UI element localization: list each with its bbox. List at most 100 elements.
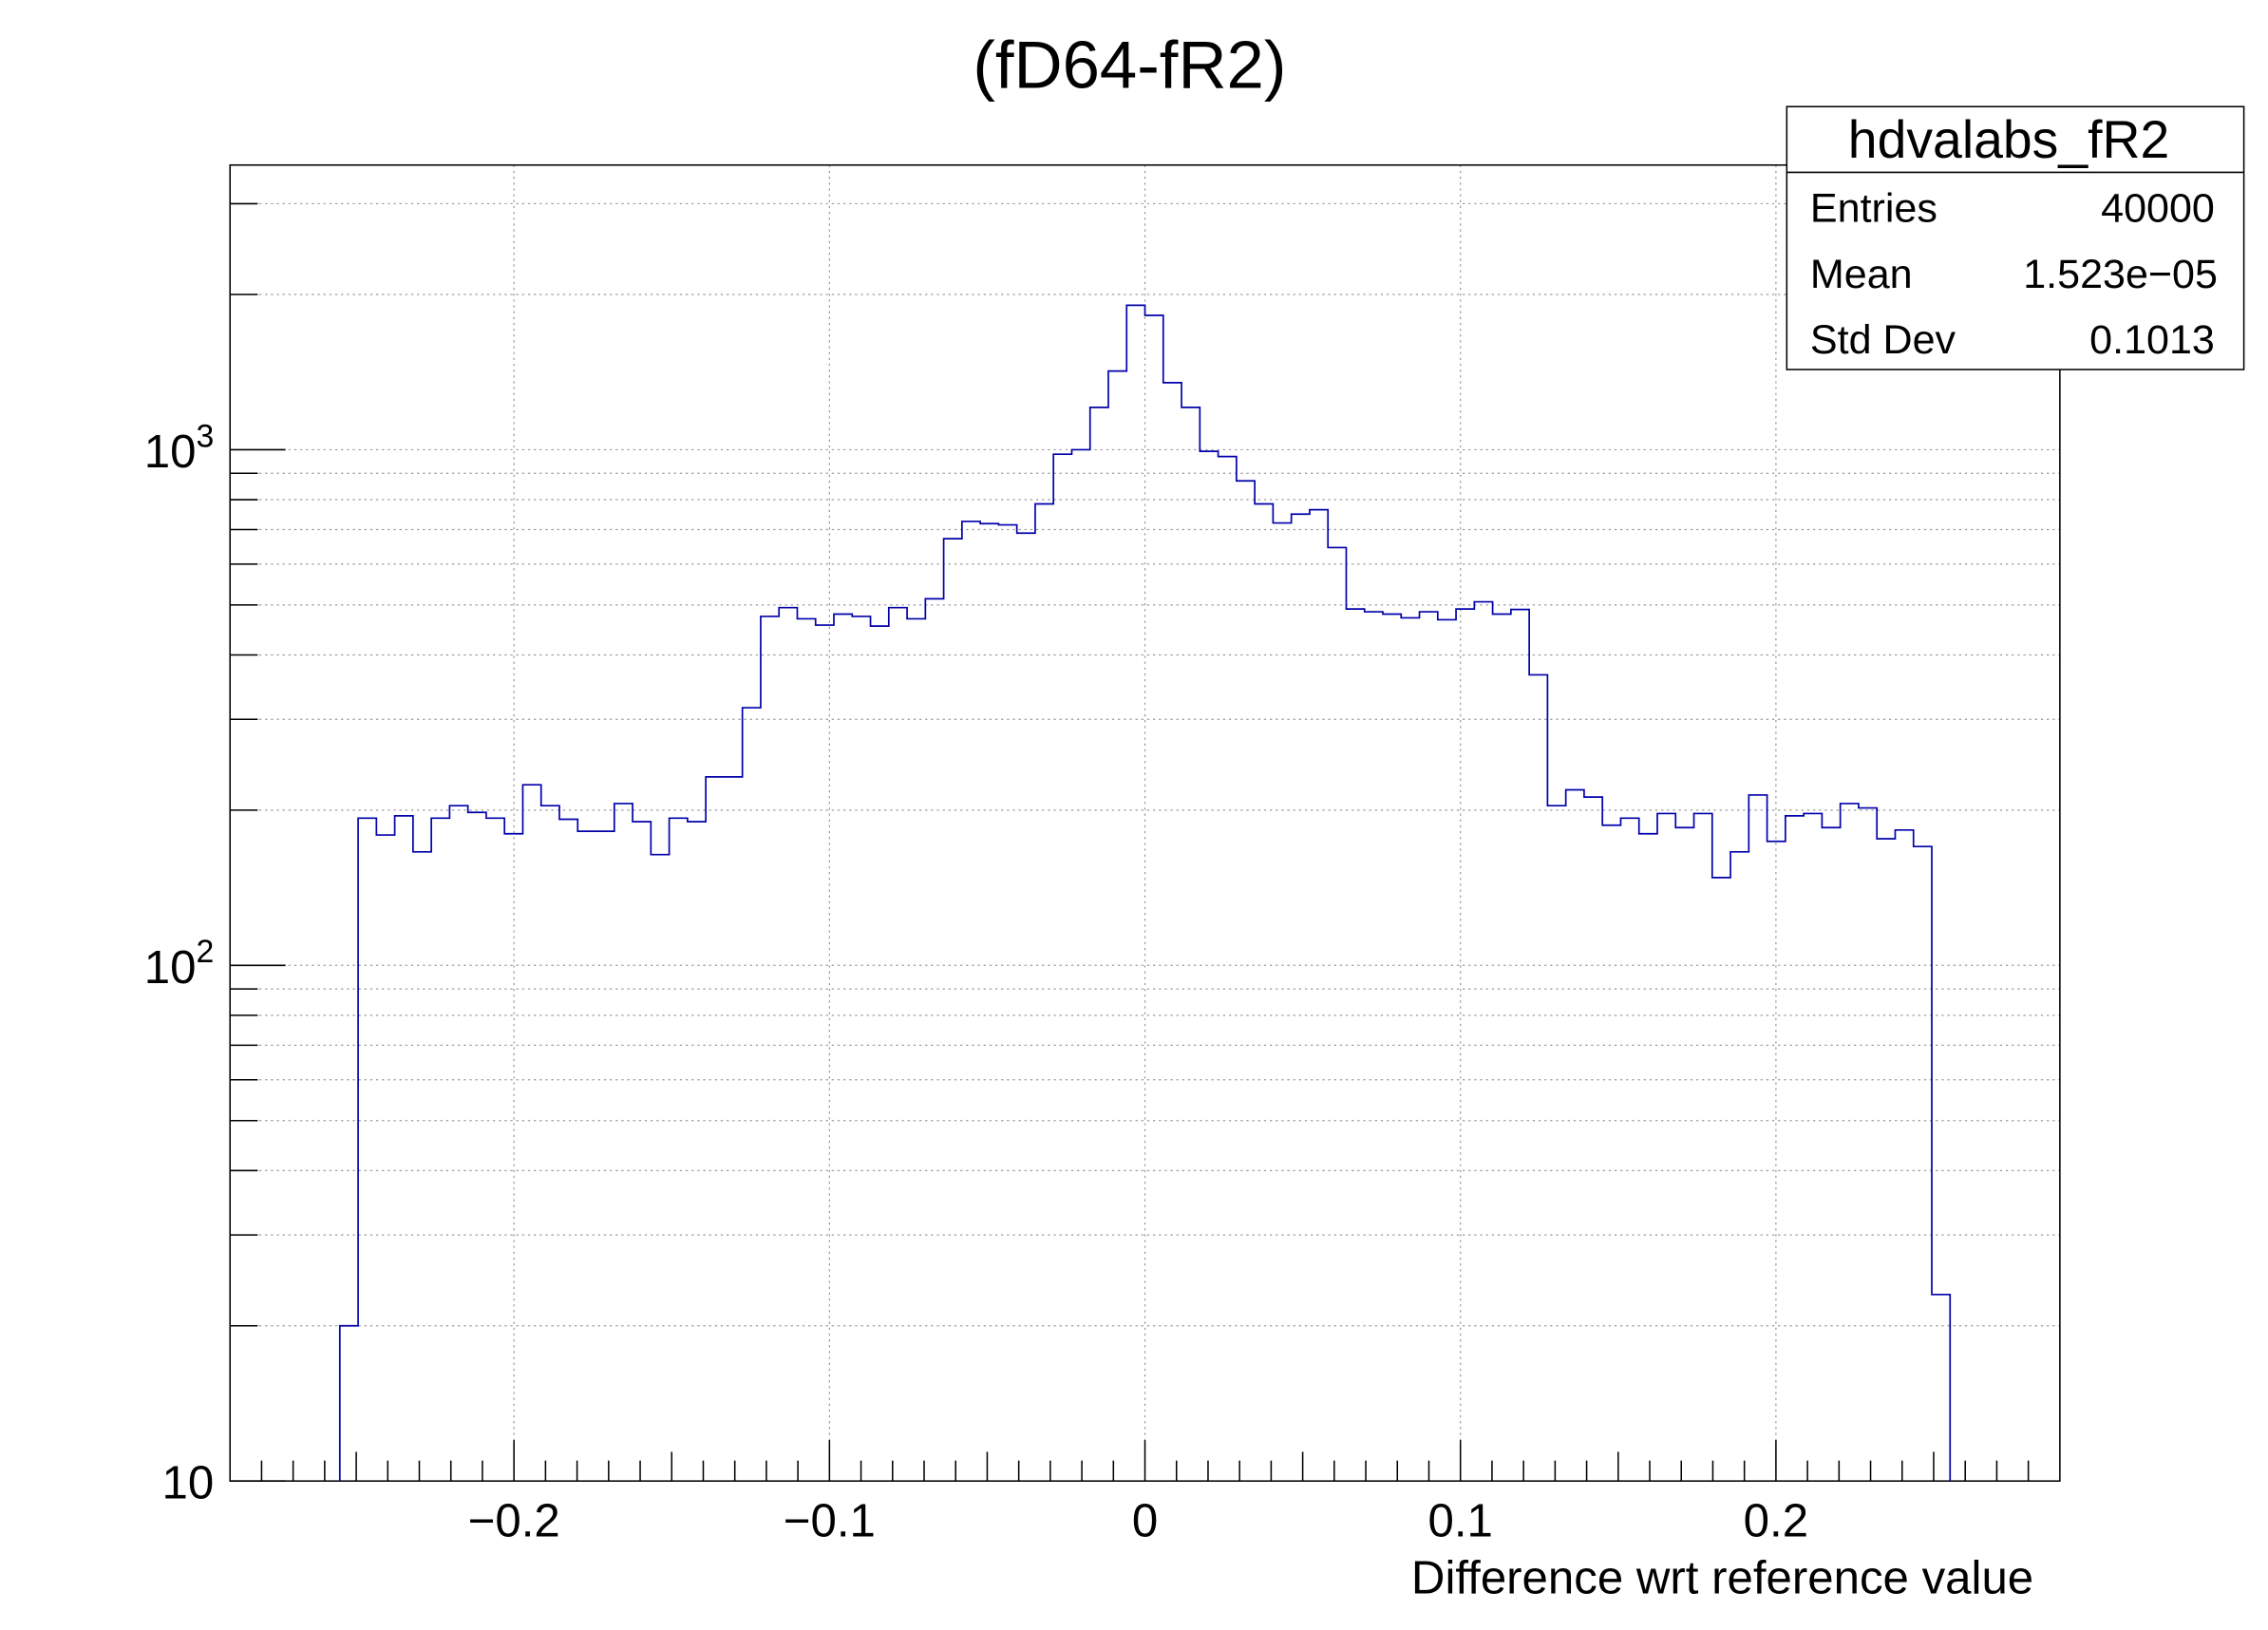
histogram-bin (1566, 789, 1584, 1481)
histogram-bin (1126, 305, 1144, 1481)
histogram-bin (1767, 842, 1786, 1481)
histogram-bin (1841, 804, 1859, 1481)
histogram-bin (1292, 514, 1310, 1481)
x-tick-label: −0.1 (784, 1495, 876, 1547)
chart-title: (fD64-fR2) (973, 27, 1286, 102)
tick-labels: −0.2 −0.1 0 0.1 0.2 10 102 103 (144, 418, 1808, 1546)
histogram-bin (1237, 481, 1255, 1481)
histogram-bin (577, 831, 595, 1481)
histogram-bin (1145, 315, 1163, 1481)
histogram-bin (395, 816, 413, 1481)
stats-label-mean: Mean (1810, 252, 1913, 297)
histogram-bin (1895, 830, 1913, 1481)
histogram-bin (1200, 451, 1218, 1481)
histogram-bin (1438, 619, 1456, 1481)
histogram-bin (449, 806, 467, 1481)
histogram-bin (431, 818, 449, 1481)
histogram-bin (541, 806, 559, 1481)
histogram-bin (907, 618, 925, 1481)
histogram-bin (1730, 852, 1748, 1481)
histogram-bin (1877, 839, 1895, 1481)
histogram-bin (944, 539, 962, 1481)
histogram-bin (1273, 523, 1291, 1482)
histogram-bin (633, 822, 651, 1481)
histogram-bin (852, 616, 870, 1481)
histogram-bin (1547, 806, 1565, 1481)
axis-ticks (230, 202, 2030, 1482)
histogram-bin (724, 777, 742, 1481)
histogram-bin (1346, 609, 1364, 1481)
histogram-bin (1090, 408, 1108, 1481)
histogram-bin (743, 708, 761, 1481)
histogram-bin (779, 608, 797, 1481)
histogram-bin (413, 852, 431, 1481)
x-tick-label: 0.1 (1428, 1495, 1493, 1547)
histogram-bin (1310, 510, 1328, 1482)
histogram-bin (358, 818, 376, 1481)
histogram-bin (1529, 674, 1547, 1481)
histogram-bin (1748, 795, 1767, 1481)
histogram-bin (1365, 612, 1383, 1481)
stats-label-entries: Entries (1810, 186, 1937, 232)
histogram-bin (962, 521, 980, 1481)
histogram-bin (1456, 609, 1474, 1481)
histogram-bin (1786, 816, 1804, 1481)
histogram-bin (1493, 614, 1511, 1481)
histogram-bin (340, 1326, 358, 1481)
histogram-bin (1163, 383, 1181, 1481)
histogram-bin (761, 616, 779, 1481)
x-tick-label: 0 (1132, 1495, 1158, 1547)
histogram-bin (706, 777, 724, 1481)
stats-value-stddev: 0.1013 (2089, 317, 2215, 363)
y-tick-label: 103 (144, 418, 215, 478)
stats-label-stddev: Std Dev (1810, 317, 1956, 363)
y-tick-label: 10 (162, 1457, 215, 1509)
histogram-bin (1914, 846, 1932, 1481)
histogram-bin (1620, 818, 1638, 1481)
histogram-bin (651, 855, 669, 1481)
histogram-bin (1053, 454, 1071, 1481)
histogram-bin (816, 625, 834, 1481)
histogram-bin (522, 785, 540, 1481)
histogram-bin (1859, 808, 1877, 1482)
histogram-line (338, 304, 1952, 1482)
histogram-bin (1017, 533, 1035, 1481)
histogram-bin (1804, 813, 1822, 1481)
histogram-bin (834, 614, 852, 1481)
histogram-bin (1932, 1295, 1950, 1481)
grid-lines (230, 164, 2060, 1482)
histogram-bin (1602, 825, 1620, 1481)
histogram-bin (688, 822, 706, 1481)
histogram-bin (1675, 827, 1693, 1481)
histogram-bin (1584, 797, 1602, 1481)
histogram-bin (486, 818, 504, 1481)
histogram-bin (889, 608, 907, 1481)
histogram-bin (998, 525, 1016, 1482)
histogram-bin (1694, 813, 1712, 1481)
histogram-bin (1219, 457, 1237, 1482)
histogram-bin (1108, 371, 1126, 1482)
histogram-bin (1328, 547, 1346, 1481)
histogram-bin (925, 598, 943, 1481)
histogram-bin (504, 834, 522, 1481)
histogram-bin (596, 831, 614, 1481)
histogram-bin (1181, 408, 1200, 1481)
histogram-bin (1511, 610, 1529, 1482)
histogram-bin (1035, 504, 1053, 1482)
x-tick-label: −0.2 (468, 1495, 560, 1547)
y-tick-label: 102 (144, 934, 215, 994)
histogram-bin (670, 818, 688, 1481)
histogram-bin (1712, 878, 1730, 1481)
stats-box: hdvalabs_fR2 Entries 40000 Mean 1.523e−0… (1786, 105, 2245, 370)
histogram-bin (1420, 612, 1438, 1481)
histogram-bin (1474, 602, 1492, 1482)
histogram-bin (1639, 834, 1657, 1481)
histogram-bin (1822, 827, 1840, 1481)
histogram-bin (797, 618, 815, 1481)
stats-box-frame (1786, 105, 2245, 370)
histogram-bin (1401, 617, 1419, 1481)
histogram-bin (1255, 504, 1273, 1482)
histogram-bin (614, 804, 633, 1481)
histogram-bin (980, 523, 998, 1481)
